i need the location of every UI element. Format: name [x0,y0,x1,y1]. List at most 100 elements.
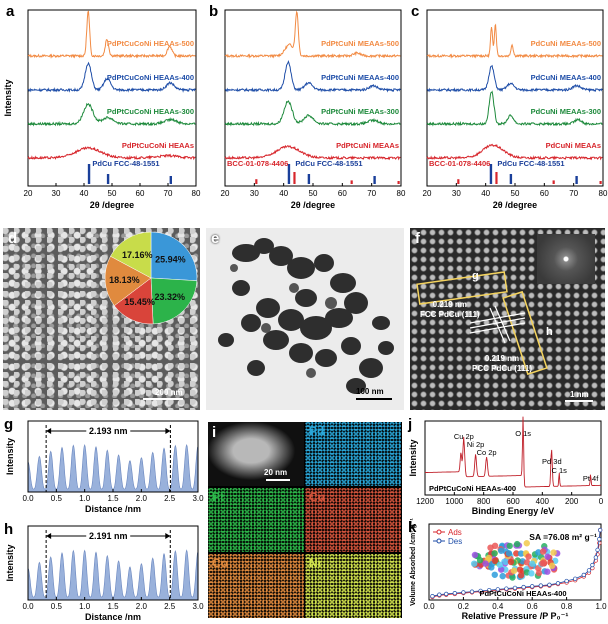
pie-slice [104,255,152,307]
inset-particle [529,560,536,567]
x-axis-label: Relative Pressure /P P₀⁻¹ [462,611,569,621]
annot2-plane: PCC PdCu (111) [472,364,533,373]
annotation-bg [86,530,131,541]
profile-area [27,549,199,601]
isotherm-point [597,527,603,533]
x-tick-label: 40 [481,189,490,198]
eds-map-label: Pt [212,490,224,504]
x-tick-label: 70 [164,189,173,198]
inset-particle [513,540,521,548]
inset-particle [506,542,513,550]
inset-particle [470,560,478,567]
inset-particle [509,574,516,581]
x-axis-label: 2θ /degree [90,200,134,210]
eds-map-co: Co [208,554,304,618]
isotherm-point [437,592,442,597]
series-label: PdCuNi MEAAs-300 [531,107,601,116]
isotherm-point [530,584,535,589]
x-tick-label: 400 [536,497,550,506]
x-tick-label: 80 [599,189,608,198]
isotherm-point [573,576,578,581]
x-tick-label: 30 [52,189,61,198]
inset-particle [505,550,513,557]
isotherm-point [444,591,449,597]
series-label: PdCuNi MEAAs-500 [531,39,601,48]
xrd-panel-a: 20 30 40 50 60 70 80 2θ /degree Intensity PdCu FC… [3,3,201,210]
scale-bar [266,479,290,481]
x-tick-label: 2.0 [136,494,148,503]
x-tick-label: 0.5 [51,602,63,611]
isotherm-point [469,589,475,594]
x-tick-label: 70 [367,189,376,198]
isotherm-point [555,581,561,586]
inset-particle [523,559,531,566]
inset-particle [548,562,556,569]
panel-label-f: f [415,230,420,247]
x-tick-label: 20 [423,189,432,198]
sem-image-d: d 25.94% 23.32% 15.45% 18.13% 17.16% 200 nm [3,228,200,410]
series-label: PdPtCuNi MEAAs-500 [321,39,399,48]
series-label: PdPtCuCoNi HEAAs-400 [107,73,194,82]
xrd-series-line [426,23,603,59]
panel-label-h: h [4,521,13,538]
isotherm-point [593,555,598,560]
panel-label-c: c [411,3,419,20]
reference-label: PdCu FCC-48-1551 [497,159,564,168]
inset-particle [482,560,489,567]
pie-label: 23.32% [154,292,185,302]
eds-map-ni: Ni [305,554,401,618]
inset-particle [539,548,547,555]
x-tick-label: 600 [506,497,520,506]
inset-particle [476,557,484,564]
x-tick-label: 2.0 [136,602,148,611]
legend-label: Ads [448,528,462,537]
panel-label-j: j [407,416,412,433]
eds-map-label: Co [212,556,228,570]
x-tick-label: 3.0 [192,494,204,503]
x-tick-label: 200 [565,497,579,506]
distance-annotation: 2.193 nm [89,426,128,436]
legend-label: Des [448,537,462,546]
y-axis-label: Intensity [5,544,15,581]
xrd-series-line [224,144,401,161]
reference2-label: BCC-01-078-4406 [429,159,490,168]
pie-label: 15.45% [124,297,155,307]
x-tick-label: 1000 [445,497,463,506]
isotherm-point [595,547,600,552]
surface-area-annotation: SA =76.08 m² g⁻¹ [529,532,597,542]
panel-label-g: g [4,416,13,433]
sample-label: PdPtCuCoNi HEAAs-400 [429,484,516,493]
x-tick-label: 1.0 [79,494,91,503]
eds-mapping-i: i 20 nm Pd Pt Cu Co Ni [208,422,402,618]
x-tick-label: 30 [452,189,461,198]
isotherm-point [504,586,509,591]
inset-particle [471,551,479,559]
isotherm-point [547,582,552,587]
xrd-series-line [426,143,603,161]
inset-particle [540,559,547,566]
x-tick-label: 50 [511,189,520,198]
legend-marker [436,538,442,544]
x-axis-label: 2θ /degree [291,200,335,210]
series-label: PdCuNi MEAAs [546,141,601,150]
x-tick-label: 0.5 [51,494,63,503]
pie-chart: 25.94% 23.32%15.45% 18.13% 17.16% [104,231,198,325]
x-axis-label: Distance /nm [85,504,141,514]
pie-slice [150,277,198,325]
inset-particle [499,572,506,580]
lattice-annotation-2: 0.219 nm PCC PdCu (111) [472,354,532,374]
x-tick-label: 70 [569,189,578,198]
annot1-distance: 0.219 nm [432,300,467,309]
x-tick-label: 0.0 [22,494,34,503]
inset-particle [507,558,515,566]
x-tick-label: 0.8 [561,602,573,611]
box-label-h: h [546,326,553,338]
pie-label: 17.16% [122,250,153,260]
hrtem-image-f: f g h 0.219 nm FCC PdCu (111) 0.219 nm P… [410,228,605,410]
xrd-panel-b: 20 30 40 50 60 70 80 2θ /degree BCC-01-078-4406 P… [209,3,406,210]
peak-label: C 1s [551,466,567,475]
lattice-annotations [416,271,548,376]
y-axis-label: Intensity [408,439,418,476]
xrd-panel-c: 20 30 40 50 60 70 80 2θ /degree BCC-01-078-4406 P… [411,3,608,210]
series-label: PdCuNi MEAAs-400 [531,73,601,82]
